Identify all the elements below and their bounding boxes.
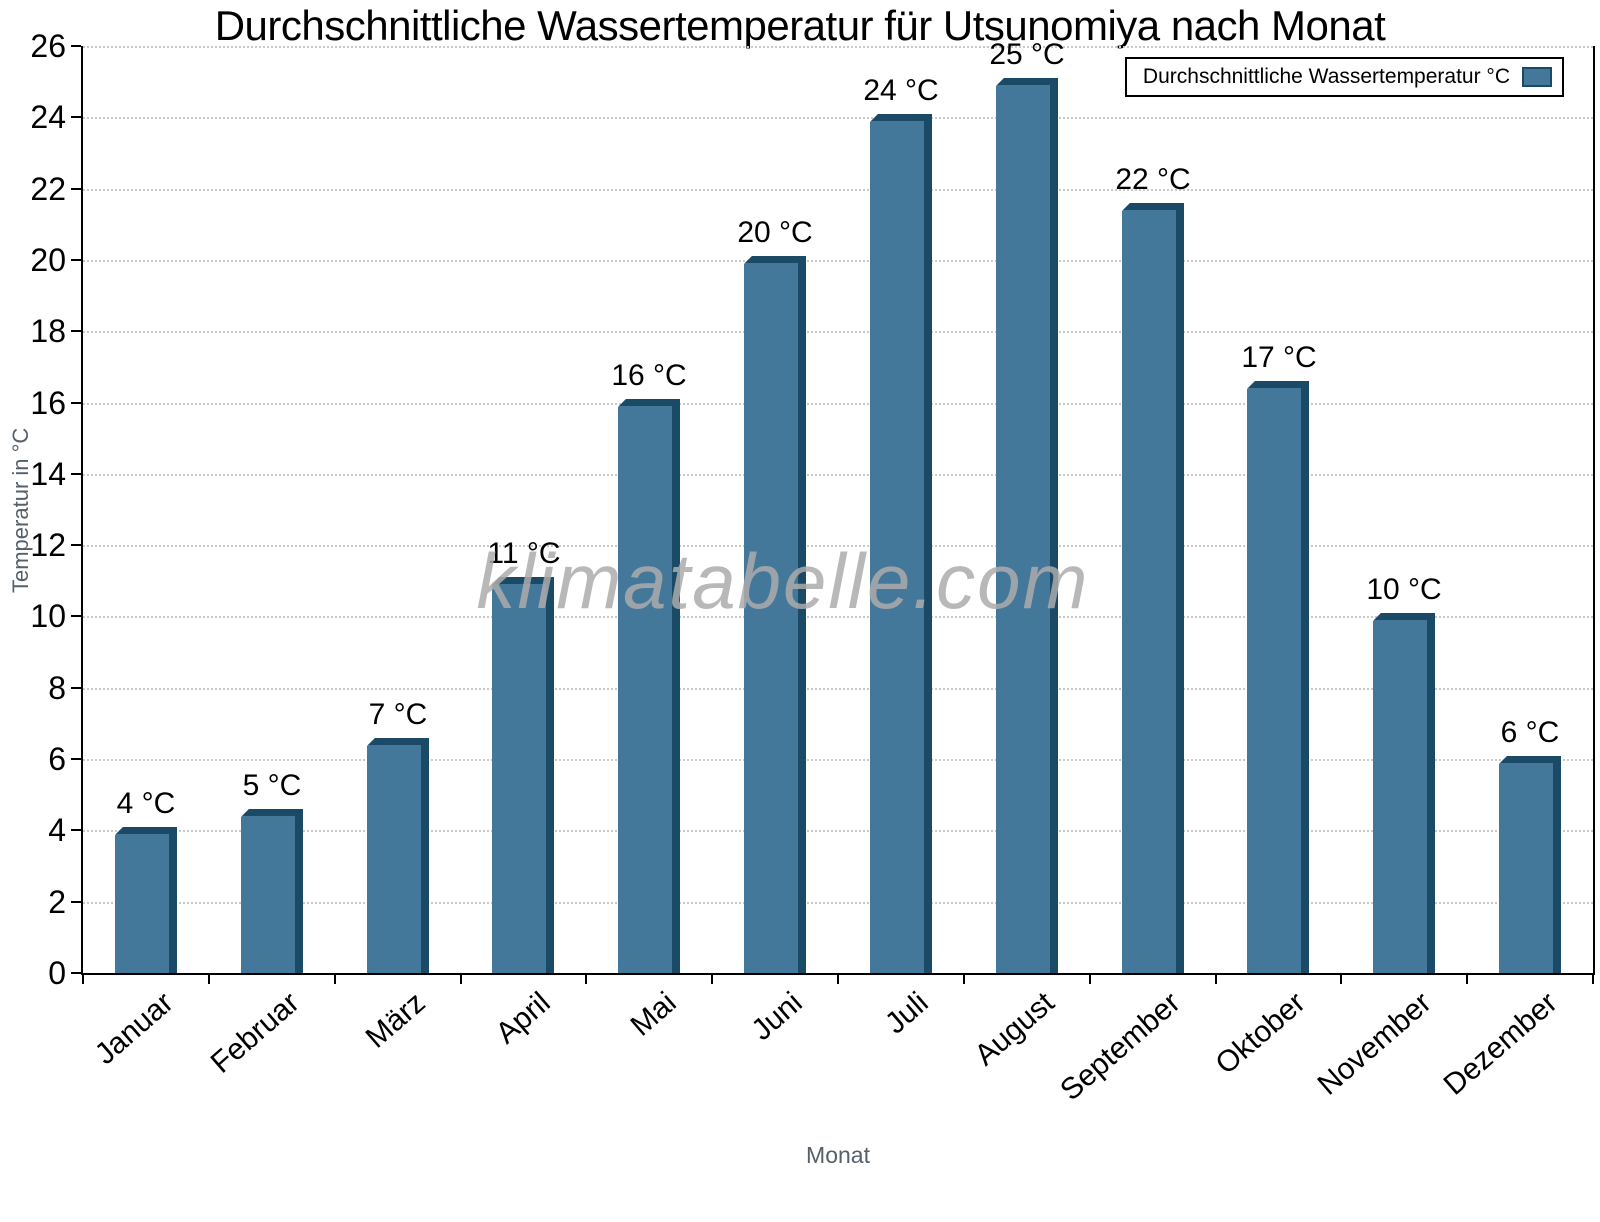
bar-value-label-februar: 5 °C (242, 769, 302, 802)
legend[interactable]: Durchschnittliche Wassertemperatur °C (1124, 57, 1564, 97)
bar-value-label-juli: 24 °C (863, 74, 939, 107)
gridline-4 (83, 830, 1593, 833)
y-tick-4 (71, 829, 81, 831)
y-tick-16 (71, 402, 81, 404)
x-tick-5 (711, 975, 713, 984)
x-tick-11 (1466, 975, 1468, 984)
y-tick-26 (71, 45, 81, 47)
y-tick-label-14: 14 (30, 456, 66, 492)
y-tick-10 (71, 615, 81, 617)
gridline-6 (83, 759, 1593, 762)
gridline-22 (83, 188, 1593, 191)
y-tick-label-16: 16 (30, 385, 66, 421)
y-tick-label-2: 2 (48, 884, 66, 920)
y-tick-6 (71, 758, 81, 760)
x-tick-1 (208, 975, 210, 984)
bar-value-label-märz: 7 °C (368, 698, 428, 731)
y-tick-24 (71, 116, 81, 118)
bar-november (1373, 613, 1435, 973)
x-axis-label-november: November (1311, 986, 1438, 1102)
x-tick-9 (1215, 975, 1217, 984)
bar-value-label-september: 22 °C (1115, 163, 1191, 196)
y-axis-title: Temperatur in °C (8, 427, 33, 594)
gridline-26 (83, 46, 1593, 48)
bar-value-label-november: 10 °C (1366, 573, 1442, 606)
bar-mai (618, 399, 680, 973)
x-tick-10 (1340, 975, 1342, 984)
y-tick-label-20: 20 (30, 242, 66, 278)
bar-value-label-juni: 20 °C (737, 216, 813, 249)
bar-value-label-august: 25 °C (989, 38, 1065, 71)
x-tick-12 (1592, 975, 1594, 984)
x-axis-label-oktober: Oktober (1209, 986, 1312, 1081)
y-tick-label-4: 4 (48, 812, 66, 848)
x-axis-label-september: September (1054, 986, 1187, 1108)
x-axis-label-juni: Juni (745, 986, 809, 1048)
x-tick-7 (963, 975, 965, 984)
bar-märz (367, 738, 429, 973)
gridline-24 (83, 117, 1593, 120)
gridline-18 (83, 331, 1593, 334)
gridline-10 (83, 616, 1593, 619)
y-tick-label-8: 8 (48, 670, 66, 706)
bar-value-label-januar: 4 °C (116, 787, 176, 820)
bar-dezember (1499, 756, 1561, 973)
y-tick-label-24: 24 (30, 99, 66, 135)
x-tick-6 (837, 975, 839, 984)
y-tick-label-18: 18 (30, 313, 66, 349)
gridline-16 (83, 402, 1593, 405)
bar-august (996, 78, 1058, 973)
x-axis-label-märz: März (359, 986, 432, 1055)
bar-september (1122, 203, 1184, 973)
x-axis-label-mai: Mai (624, 986, 683, 1043)
gridline-8 (83, 687, 1593, 690)
x-tick-2 (334, 975, 336, 984)
y-tick-2 (71, 901, 81, 903)
bar-juni (744, 256, 806, 973)
bar-value-label-dezember: 6 °C (1500, 716, 1560, 749)
x-axis-label-august: August (968, 986, 1061, 1073)
y-tick-20 (71, 259, 81, 261)
gridline-14 (83, 473, 1593, 476)
gridline-20 (83, 259, 1593, 262)
gridline-12 (83, 545, 1593, 548)
y-tick-label-12: 12 (30, 527, 66, 563)
plot-area: 4 °C 5 °C 7 °C 11 °C 16 °C 20 °C 24 °C 25 °C 22 … (81, 38, 1595, 975)
y-tick-12 (71, 544, 81, 546)
bar-juli (870, 114, 932, 973)
x-axis-label-dezember: Dezember (1437, 986, 1564, 1102)
y-tick-label-22: 22 (30, 171, 66, 207)
x-tick-0 (82, 975, 84, 984)
bar-value-label-april: 11 °C (487, 537, 561, 570)
bar-oktober (1247, 381, 1309, 973)
y-tick-label-0: 0 (48, 955, 66, 991)
y-tick-0 (71, 972, 81, 974)
bar-februar (241, 809, 303, 973)
x-axis-label-juli: Juli (879, 986, 935, 1041)
bar-value-label-mai: 16 °C (611, 359, 687, 392)
x-axis-title: Monat (806, 1142, 870, 1168)
legend-series-label: Durchschnittliche Wassertemperatur °C (1142, 65, 1510, 88)
bar-value-label-oktober: 17 °C (1241, 341, 1317, 374)
y-tick-8 (71, 687, 81, 689)
y-tick-label-10: 10 (30, 598, 66, 634)
y-tick-18 (71, 330, 81, 332)
x-axis-label-februar: Februar (204, 986, 306, 1080)
gridline-2 (83, 901, 1593, 904)
bar-april (492, 577, 554, 973)
y-tick-14 (71, 473, 81, 475)
x-tick-3 (460, 975, 462, 984)
x-tick-4 (585, 975, 587, 984)
y-tick-label-26: 26 (30, 28, 66, 64)
y-tick-22 (71, 188, 81, 190)
x-tick-8 (1089, 975, 1091, 984)
y-tick-label-6: 6 (48, 741, 66, 777)
bar-januar (115, 827, 177, 973)
x-axis-label-april: April (489, 986, 557, 1051)
chart-title: Durchschnittliche Wassertemperatur für U… (214, 2, 1386, 49)
legend-swatch-icon (1522, 67, 1552, 87)
